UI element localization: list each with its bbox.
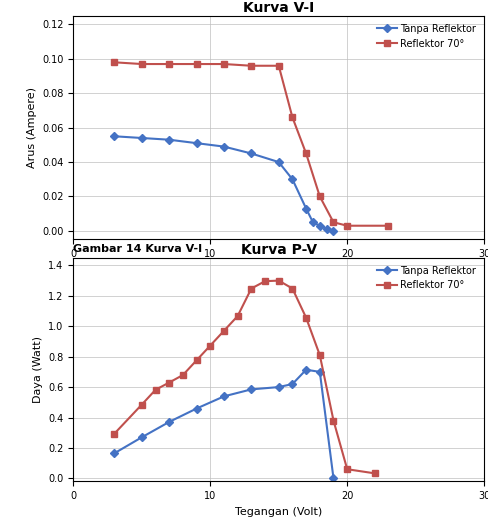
Reflektor 70° [248, 62, 254, 69]
Tanpa Reflektor [303, 205, 308, 212]
Reflektor 70° [207, 342, 213, 349]
Tanpa Reflektor [166, 419, 172, 425]
Reflektor 70° [234, 313, 240, 319]
Reflektor 70° [166, 61, 172, 67]
Tanpa Reflektor [193, 405, 199, 412]
Reflektor 70° [344, 223, 349, 229]
Tanpa Reflektor [166, 136, 172, 143]
X-axis label: Tegangan (Volt): Tegangan (Volt) [235, 507, 322, 517]
Reflektor 70° [330, 417, 336, 424]
Tanpa Reflektor [289, 176, 295, 183]
Reflektor 70° [180, 372, 185, 378]
Tanpa Reflektor [248, 386, 254, 393]
Line: Reflektor 70°: Reflektor 70° [111, 60, 390, 229]
Reflektor 70° [289, 285, 295, 291]
Tanpa Reflektor [139, 434, 144, 441]
Reflektor 70° [316, 193, 322, 199]
Reflektor 70° [111, 59, 117, 66]
Tanpa Reflektor [139, 135, 144, 141]
Y-axis label: Arus (Ampere): Arus (Ampere) [26, 87, 37, 168]
Tanpa Reflektor [111, 450, 117, 457]
Tanpa Reflektor [275, 159, 281, 165]
Tanpa Reflektor [248, 150, 254, 157]
Tanpa Reflektor [309, 219, 315, 225]
Reflektor 70° [139, 61, 144, 67]
Reflektor 70° [303, 315, 308, 321]
Reflektor 70° [371, 470, 377, 477]
Tanpa Reflektor [111, 133, 117, 140]
Reflektor 70° [221, 327, 226, 334]
Reflektor 70° [193, 61, 199, 67]
Line: Tanpa Reflektor: Tanpa Reflektor [111, 367, 336, 481]
Reflektor 70° [330, 219, 336, 225]
Reflektor 70° [275, 62, 281, 69]
Reflektor 70° [289, 114, 295, 121]
Reflektor 70° [166, 379, 172, 386]
Tanpa Reflektor [275, 384, 281, 390]
Tanpa Reflektor [221, 143, 226, 150]
Title: Kurva P-V: Kurva P-V [240, 243, 316, 257]
Reflektor 70° [111, 431, 117, 437]
Reflektor 70° [152, 387, 158, 393]
Reflektor 70° [303, 150, 308, 157]
Reflektor 70° [193, 357, 199, 363]
Reflektor 70° [248, 285, 254, 291]
Y-axis label: Daya (Watt): Daya (Watt) [33, 336, 42, 403]
Tanpa Reflektor [316, 369, 322, 375]
X-axis label: Tegangan (Volt): Tegangan (Volt) [235, 264, 322, 275]
Legend: Tanpa Reflektor, Reflektor 70°: Tanpa Reflektor, Reflektor 70° [373, 21, 478, 51]
Tanpa Reflektor [193, 140, 199, 147]
Reflektor 70° [316, 352, 322, 358]
Tanpa Reflektor [316, 223, 322, 229]
Text: Gambar 14 Kurva V-I: Gambar 14 Kurva V-I [73, 244, 202, 253]
Tanpa Reflektor [330, 475, 336, 481]
Line: Tanpa Reflektor: Tanpa Reflektor [111, 133, 336, 234]
Title: Kurva V-I: Kurva V-I [243, 1, 314, 15]
Tanpa Reflektor [323, 226, 329, 232]
Reflektor 70° [385, 223, 390, 229]
Tanpa Reflektor [330, 227, 336, 234]
Reflektor 70° [275, 277, 281, 284]
Tanpa Reflektor [221, 393, 226, 399]
Reflektor 70° [221, 61, 226, 67]
Reflektor 70° [139, 402, 144, 408]
Reflektor 70° [344, 466, 349, 472]
Legend: Tanpa Reflektor, Reflektor 70°: Tanpa Reflektor, Reflektor 70° [373, 262, 478, 294]
Line: Reflektor 70°: Reflektor 70° [111, 278, 377, 476]
Tanpa Reflektor [289, 381, 295, 387]
Reflektor 70° [262, 278, 267, 285]
Tanpa Reflektor [303, 367, 308, 373]
